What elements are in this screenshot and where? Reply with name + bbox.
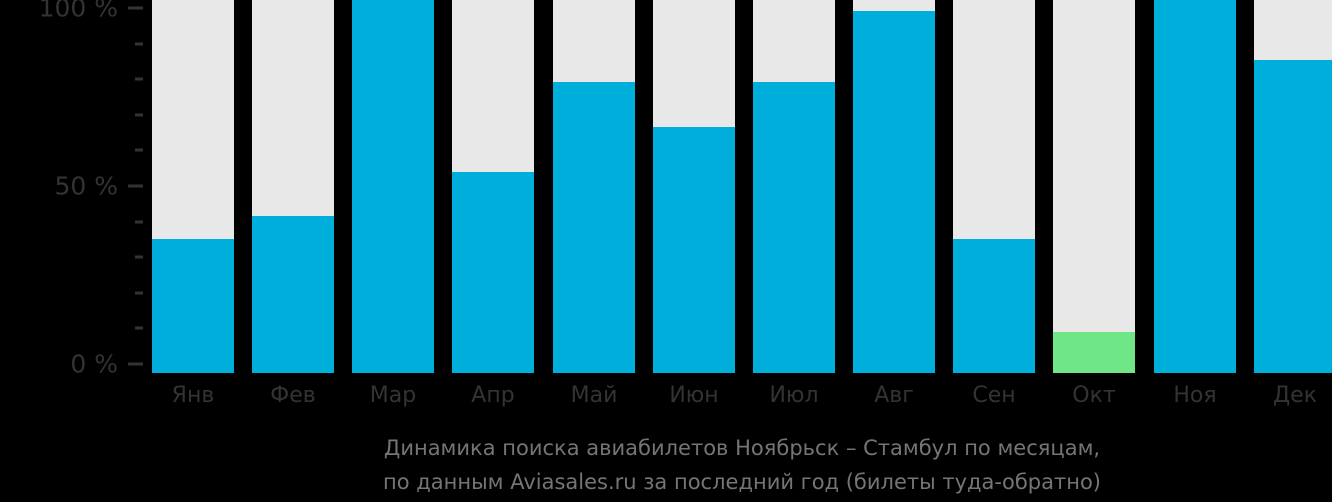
bar-column-Дек: [1254, 0, 1332, 373]
bar-column-Июн: [653, 0, 735, 373]
bar-fill-Авг: [853, 11, 935, 373]
plot-area: [152, 0, 1332, 373]
bar-column-Апр: [452, 0, 534, 373]
x-axis-label-Янв: Янв: [171, 383, 215, 408]
y-tick-label-0: 0 %: [70, 349, 118, 379]
x-axis-label-Авг: Авг: [874, 383, 914, 408]
chart-titles: Динамика поиска авиабилетов Ноябрьск – С…: [152, 431, 1332, 499]
bar-column-Янв: [152, 0, 234, 373]
y-tick-label-50: 50 %: [54, 171, 118, 201]
bar-fill-Окт: [1053, 332, 1135, 373]
x-axis: Янв Фев Мар Апр Май Июн Июл Авг Сен Окт Ноя Дек: [0, 383, 1332, 413]
bar-column-Ноя: [1154, 0, 1236, 373]
x-axis-label-Ноя: Ноя: [1173, 383, 1217, 408]
y-major-tick-100: [128, 6, 143, 10]
bar-column-Сен: [953, 0, 1035, 373]
y-minor-tick-40: [135, 220, 143, 224]
bar-fill-Мар: [352, 0, 434, 373]
y-minor-tick-10: [135, 326, 143, 330]
y-minor-tick-90: [135, 42, 143, 46]
y-minor-tick-60: [135, 148, 143, 152]
y-axis: 0 % 50 % 100 %: [0, 0, 150, 380]
bar-fill-Ноя: [1154, 0, 1236, 373]
x-axis-label-Окт: Окт: [1072, 383, 1116, 408]
bar-column-Фев: [252, 0, 334, 373]
bar-column-Июл: [753, 0, 835, 373]
y-tick-label-100: 100 %: [38, 0, 118, 23]
bar-fill-Июл: [753, 82, 835, 373]
bar-column-Май: [553, 0, 635, 373]
y-major-tick-0: [128, 362, 143, 366]
bar-track: [1053, 0, 1135, 373]
bar-fill-Апр: [452, 172, 534, 373]
y-minor-tick-70: [135, 113, 143, 117]
y-minor-tick-30: [135, 255, 143, 259]
chart-title: Динамика поиска авиабилетов Ноябрьск – С…: [383, 436, 1101, 460]
bar-fill-Июн: [653, 127, 735, 373]
chart-subtitle: по данным Aviasales.ru за последний год …: [383, 470, 1101, 494]
y-minor-tick-80: [135, 77, 143, 81]
bar-column-Окт: [1053, 0, 1135, 373]
y-minor-tick-20: [135, 291, 143, 295]
bar-fill-Дек: [1254, 60, 1332, 373]
bar-fill-Май: [553, 82, 635, 373]
bar-column-Мар: [352, 0, 434, 373]
x-axis-label-Дек: Дек: [1272, 383, 1317, 408]
bar-column-Авг: [853, 0, 935, 373]
x-axis-label-Июн: Июн: [669, 383, 719, 408]
x-axis-label-Мар: Мар: [369, 383, 417, 408]
x-axis-label-Май: Май: [570, 383, 618, 408]
x-axis-label-Фев: Фев: [270, 383, 316, 408]
x-axis-label-Сен: Сен: [972, 383, 1016, 408]
bar-fill-Сен: [953, 239, 1035, 373]
y-major-tick-50: [128, 184, 143, 188]
bar-fill-Янв: [152, 239, 234, 373]
x-axis-label-Апр: Апр: [471, 383, 515, 408]
bar-fill-Фев: [252, 216, 334, 373]
x-axis-label-Июл: Июл: [769, 383, 819, 408]
